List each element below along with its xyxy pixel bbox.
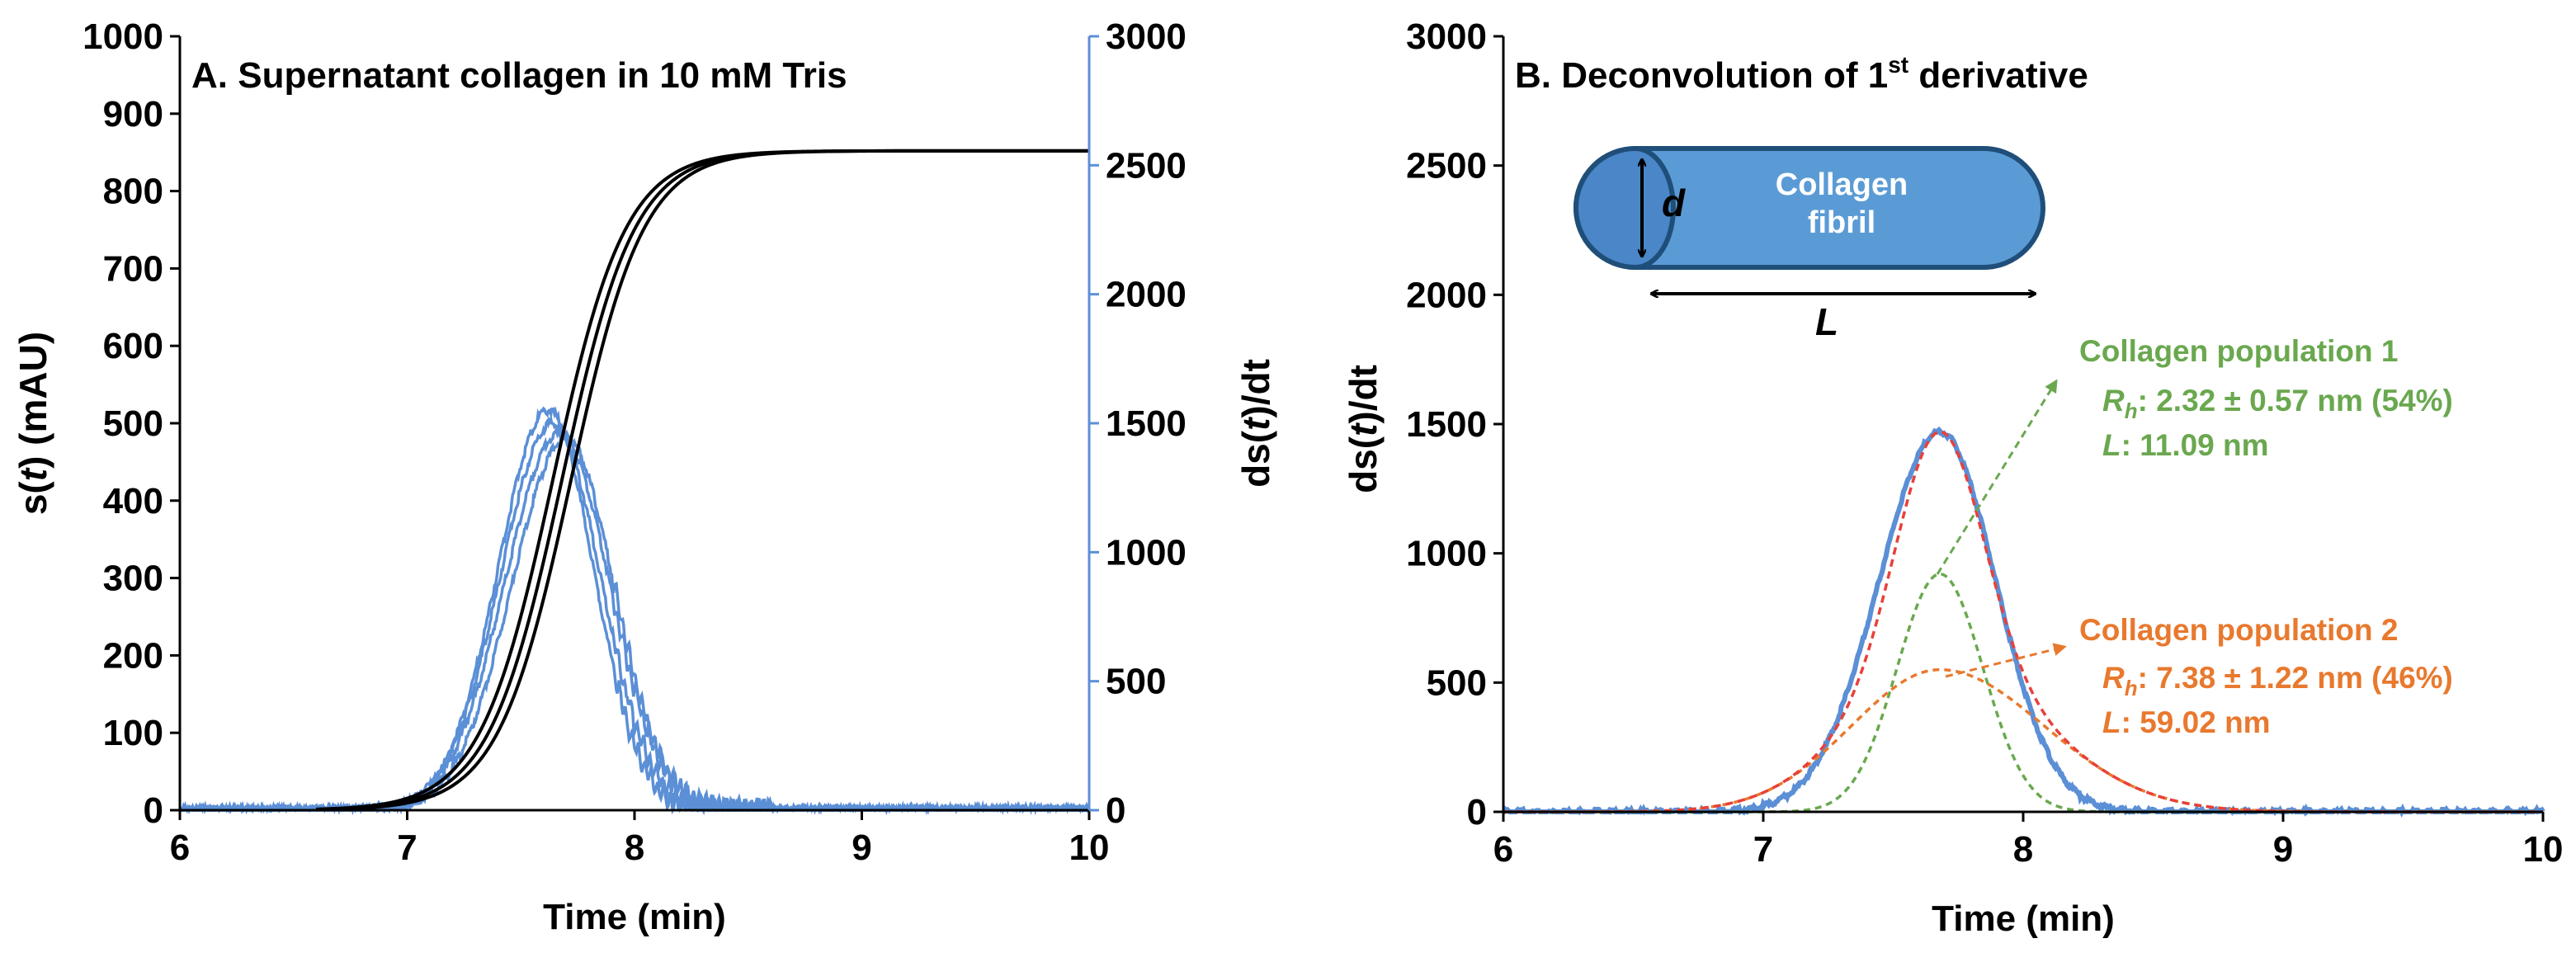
- panel-a-right-y-axis-label: ds(t)/dt: [1234, 359, 1277, 488]
- pop2-rh: Rh: 7.38 ± 1.22 nm (46%): [2102, 661, 2453, 700]
- panel-a-x-ticks: 6 7 8 9 10: [170, 810, 1110, 868]
- pop1-annotation-arrow: [1936, 379, 2058, 575]
- panel-a-left-y-tick-label: 1000: [83, 17, 163, 57]
- panel-a-x-axis-label: Time (min): [543, 897, 726, 937]
- panel-a-right-y-tick-label: 0: [1106, 790, 1125, 831]
- panel-a-right-y-tick-label: 2500: [1106, 145, 1187, 186]
- panel-a-right-y-ticks: 0 500 1000 1500 2000 2500 3000: [1089, 17, 1187, 831]
- panel-a-signal-curve: [316, 149, 1089, 811]
- panel-a-left-y-axis-label: s(t) (mAU): [12, 332, 54, 515]
- panel-b-x-ticks: 6 7 8 9 10: [1493, 812, 2564, 870]
- panel-b-y-tick-label: 2000: [1406, 275, 1487, 315]
- length-label: L: [1815, 300, 1838, 343]
- panel-a-right-y-tick-label: 1000: [1106, 532, 1187, 573]
- panel-a-derivative-curve: [180, 429, 1090, 816]
- fibril-end-cap: [1573, 145, 1676, 271]
- panel-a-left-y-tick-label: 200: [103, 635, 163, 676]
- panel-a-x-tick-label: 7: [397, 828, 417, 868]
- panel-a-x-tick-label: 10: [1069, 828, 1110, 868]
- panel-a-title: A. Supernatant collagen in 10 mM Tris: [191, 55, 847, 96]
- panel-a-right-y-tick-label: 1500: [1106, 403, 1187, 444]
- pop1-annotation: Collagen population 1 Rh: 2.32 ± 0.57 nm…: [2079, 334, 2453, 462]
- panel-a-x-tick-label: 9: [852, 828, 871, 868]
- panel-a-right-y-tick-label: 3000: [1106, 17, 1187, 57]
- pop2-length: L: 59.02 nm: [2102, 705, 2271, 739]
- panel-a-left-y-tick-label: 800: [103, 172, 163, 212]
- panel-a-left-y-ticks: 0 100 200 300 400 500 600 700 800 900 1000: [83, 17, 180, 831]
- pop1-length: L: 11.09 nm: [2102, 428, 2269, 462]
- panel-a-left-y-tick-label: 100: [103, 713, 163, 753]
- panel-a-left-y-tick-label: 0: [144, 790, 163, 831]
- panel-a-left-y-tick-label: 400: [103, 481, 163, 521]
- panel-a-left-y-tick-label: 300: [103, 559, 163, 599]
- panel-b-y-axis-label: ds(t)/dt: [1342, 365, 1385, 493]
- panel-a-derivative-curve: [178, 406, 1089, 816]
- panel-b: 6 7 8 9 10 0 500 1000 1500 2000 2500 3000 B. Decon…: [1342, 17, 2563, 939]
- collagen-fibril-schematic: d Collagen fibril L: [1573, 145, 2045, 343]
- panel-a-derivative-curve: [178, 424, 1089, 816]
- panel-b-y-tick-label: 500: [1427, 663, 1487, 703]
- panel-b-y-tick-label: 3000: [1406, 17, 1487, 57]
- pop2-annotation-arrow: [1945, 643, 2067, 678]
- panel-a-x-tick-label: 8: [625, 828, 644, 868]
- panel-b-x-axis-label: Time (min): [1932, 898, 2115, 939]
- panel-b-x-tick-label: 9: [2273, 829, 2293, 870]
- panel-a-left-y-tick-label: 700: [103, 248, 163, 289]
- pop1-rh: Rh: 2.32 ± 0.57 nm (54%): [2102, 384, 2453, 423]
- pop1-title: Collagen population 1: [2079, 334, 2398, 368]
- panel-b-y-tick-label: 1500: [1406, 404, 1487, 445]
- panel-a-signal-curve: [316, 149, 1089, 812]
- fibril-label-line1: Collagen: [1776, 167, 1908, 202]
- panel-b-y-ticks: 0 500 1000 1500 2000 2500 3000: [1406, 17, 1503, 832]
- panel-a-left-y-tick-label: 600: [103, 326, 163, 366]
- panel-a-left-y-tick-label: 900: [103, 94, 163, 134]
- pop2-annotation: Collagen population 2 Rh: 7.38 ± 1.22 nm…: [2079, 613, 2453, 739]
- panel-a: 6 7 8 9 10 01002003004005006007008009001000 …: [12, 17, 1277, 937]
- panel-b-x-tick-label: 10: [2523, 829, 2564, 870]
- panel-a-curves: [178, 149, 1091, 816]
- panel-a-right-y-tick-label: 500: [1106, 662, 1166, 702]
- pop2-title: Collagen population 2: [2079, 613, 2398, 647]
- diameter-label: d: [1662, 182, 1686, 224]
- panel-a-x-tick-label: 6: [170, 828, 190, 868]
- panel-b-y-tick-label: 2500: [1406, 146, 1487, 186]
- panel-b-x-tick-label: 7: [1753, 829, 1773, 870]
- panel-a-signal-curve: [316, 149, 1089, 812]
- panel-b-x-tick-label: 6: [1493, 829, 1513, 870]
- panel-a-right-y-tick-label: 2000: [1106, 275, 1187, 315]
- panel-b-title: B. Deconvolution of 1st derivative: [1515, 52, 2088, 96]
- panel-b-y-tick-label: 0: [1467, 792, 1487, 832]
- panel-a-left-y-tick-label: 500: [103, 403, 163, 444]
- fibril-label-line2: fibril: [1808, 205, 1875, 240]
- panel-b-y-tick-label: 1000: [1406, 534, 1487, 574]
- panel-b-x-tick-label: 8: [2013, 829, 2033, 870]
